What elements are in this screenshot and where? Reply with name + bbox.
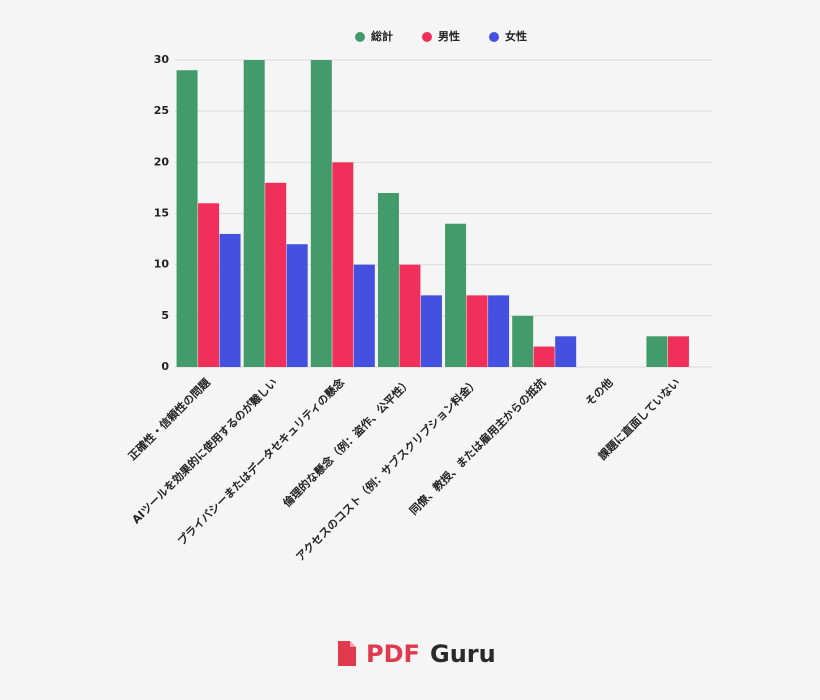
legend-label: 男性 (438, 29, 460, 43)
bar (377, 193, 399, 367)
bar (176, 70, 198, 367)
bar (219, 233, 241, 367)
y-tick-label: 25 (154, 104, 169, 117)
bar (286, 244, 308, 367)
bar (265, 182, 287, 367)
legend-label: 総計 (371, 29, 393, 43)
bar (488, 295, 510, 367)
legend-marker (489, 32, 499, 42)
bar (353, 264, 375, 367)
bar (512, 315, 534, 367)
y-tick-label: 20 (154, 155, 170, 168)
logo: PDF Guru (338, 640, 496, 668)
logo-text: PDF (366, 640, 420, 668)
legend-marker (422, 32, 432, 42)
legend-marker (355, 32, 365, 42)
bar (555, 336, 577, 367)
bar (466, 295, 488, 367)
bar (445, 223, 467, 367)
bar (667, 336, 689, 367)
y-tick-label: 0 (161, 360, 169, 373)
bar (399, 264, 421, 367)
bar (332, 162, 354, 367)
y-tick-label: 5 (161, 309, 169, 322)
y-tick-label: 30 (154, 53, 170, 66)
bar (243, 60, 265, 367)
bar (533, 346, 555, 367)
logo-icon-fold (350, 641, 356, 647)
logo-text: Guru (430, 640, 496, 668)
y-tick-label: 15 (154, 207, 169, 220)
bar (646, 336, 668, 367)
logo-icon (338, 641, 356, 666)
bar (198, 203, 220, 367)
legend-label: 女性 (505, 29, 527, 43)
bar (310, 60, 332, 367)
bar (420, 295, 442, 367)
y-tick-label: 10 (154, 258, 170, 271)
